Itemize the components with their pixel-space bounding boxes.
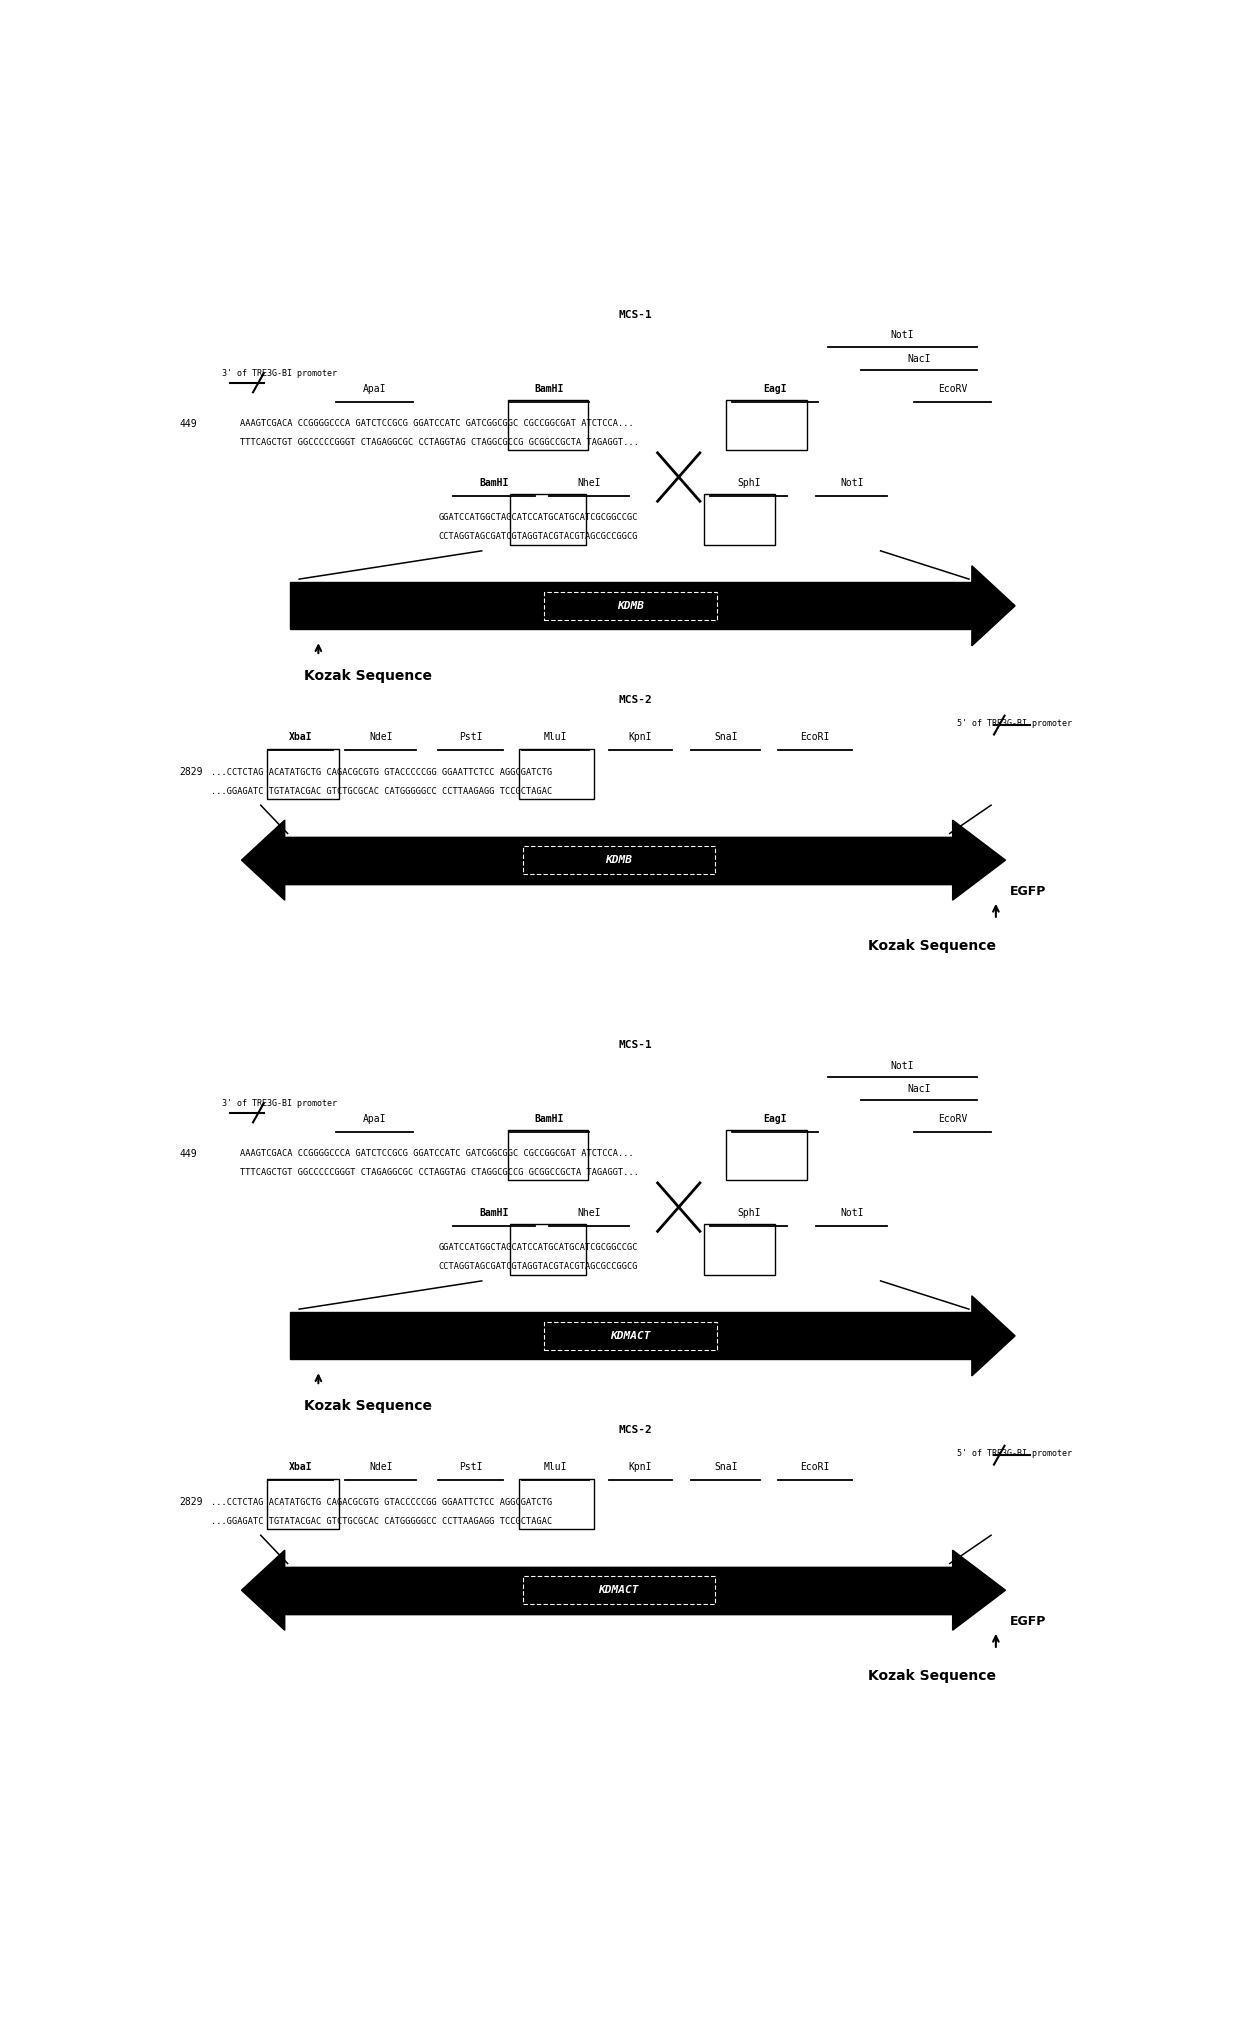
Text: XbaI: XbaI bbox=[289, 732, 312, 742]
Text: EagI: EagI bbox=[763, 383, 786, 394]
Text: CCTAGGTAGCGATCGTAGGTACGTACGTAGCGCCGGCG: CCTAGGTAGCGATCGTAGGTACGTACGTAGCGCCGGCG bbox=[439, 532, 639, 540]
Text: NacI: NacI bbox=[908, 355, 931, 365]
Polygon shape bbox=[972, 565, 1016, 646]
Text: 5' of TRE3G-BI promoter: 5' of TRE3G-BI promoter bbox=[957, 1450, 1073, 1458]
Text: MCS-1: MCS-1 bbox=[619, 1040, 652, 1050]
Text: MCS-2: MCS-2 bbox=[619, 695, 652, 705]
Text: BamHI: BamHI bbox=[479, 477, 508, 487]
Text: CCTAGGTAGCGATCGTAGGTACGTACGTAGCGCCGGCG: CCTAGGTAGCGATCGTAGGTACGTACGTAGCGCCGGCG bbox=[439, 1262, 639, 1270]
Text: 449: 449 bbox=[179, 1148, 197, 1158]
Text: BamHI: BamHI bbox=[479, 1207, 508, 1217]
Text: Kozak Sequence: Kozak Sequence bbox=[304, 1399, 432, 1413]
Text: NotI: NotI bbox=[839, 1207, 863, 1217]
Text: EagI: EagI bbox=[763, 1113, 786, 1123]
Text: AAAGTCGACA CCGGGGCCCA GATCTCCGCG GGATCCATC GATCGGCGGC CGCCGGCGAT ATCTCCA...: AAAGTCGACA CCGGGGCCCA GATCTCCGCG GGATCCA… bbox=[239, 420, 634, 428]
Text: SphI: SphI bbox=[737, 1207, 760, 1217]
Text: KDMACT: KDMACT bbox=[599, 1584, 639, 1594]
Text: Kozak Sequence: Kozak Sequence bbox=[868, 1668, 996, 1682]
Bar bbox=[285, 836, 952, 883]
Text: 449: 449 bbox=[179, 418, 197, 428]
Text: GGATCCATGGCTAGCATCCATGCATGCATCGCGGCCGC: GGATCCATGGCTAGCATCCATGCATGCATCGCGGCCGC bbox=[439, 1244, 639, 1252]
Text: SphI: SphI bbox=[737, 477, 760, 487]
Text: TTTCAGCTGT GGCCCCCGGGT CTAGAGGCGC CCTAGGTAG CTAGGCGCCG GCGGCCGCTA TAGAGGT...: TTTCAGCTGT GGCCCCCGGGT CTAGAGGCGC CCTAGG… bbox=[239, 1168, 639, 1177]
Text: EcoRV: EcoRV bbox=[937, 1113, 967, 1123]
Polygon shape bbox=[952, 1550, 1006, 1631]
Bar bbox=[544, 1321, 717, 1350]
Text: EGFP: EGFP bbox=[1011, 885, 1047, 897]
Text: MluI: MluI bbox=[544, 732, 568, 742]
Text: XbaI: XbaI bbox=[289, 1462, 312, 1472]
Text: SnaI: SnaI bbox=[714, 1462, 738, 1472]
Text: TTTCAGCTGT GGCCCCCGGGT CTAGAGGCGC CCTAGGTAG CTAGGCGCCG GCGGCCGCTA TAGAGGT...: TTTCAGCTGT GGCCCCCGGGT CTAGAGGCGC CCTAGG… bbox=[239, 438, 639, 447]
Polygon shape bbox=[952, 820, 1006, 899]
Text: 2829: 2829 bbox=[179, 1497, 202, 1507]
Text: MluI: MluI bbox=[544, 1462, 568, 1472]
Text: SnaI: SnaI bbox=[714, 732, 738, 742]
Text: Kozak Sequence: Kozak Sequence bbox=[304, 669, 432, 683]
Text: ...GGAGATC TGTATACGAC GTCTGCGCAC CATGGGGGCC CCTTAAGAGG TCCGCTAGAC: ...GGAGATC TGTATACGAC GTCTGCGCAC CATGGGG… bbox=[211, 787, 552, 795]
Text: BamHI: BamHI bbox=[534, 383, 564, 394]
Text: NacI: NacI bbox=[908, 1085, 931, 1095]
Bar bbox=[290, 583, 972, 630]
Bar bbox=[285, 1566, 952, 1613]
Text: 3' of TRE3G-BI promoter: 3' of TRE3G-BI promoter bbox=[222, 369, 337, 377]
Bar bbox=[285, 836, 952, 883]
Text: ApaI: ApaI bbox=[362, 1113, 386, 1123]
Text: ApaI: ApaI bbox=[362, 383, 386, 394]
Text: NotI: NotI bbox=[890, 1060, 914, 1070]
Bar bbox=[544, 591, 717, 620]
Polygon shape bbox=[972, 1297, 1016, 1376]
Text: NotI: NotI bbox=[890, 330, 914, 341]
Text: 3' of TRE3G-BI promoter: 3' of TRE3G-BI promoter bbox=[222, 1099, 337, 1107]
Text: NheI: NheI bbox=[577, 477, 600, 487]
Text: EGFP: EGFP bbox=[1011, 1615, 1047, 1627]
Bar bbox=[290, 1313, 972, 1360]
Text: NheI: NheI bbox=[577, 1207, 600, 1217]
Text: ...CCTCTAG ACATATGCTG CAGACGCGTG GTACCCCCGG GGAATTCTCC AGGCGATCTG: ...CCTCTAG ACATATGCTG CAGACGCGTG GTACCCC… bbox=[211, 1499, 552, 1507]
Text: PstI: PstI bbox=[459, 1462, 482, 1472]
Text: PstI: PstI bbox=[459, 732, 482, 742]
Text: EcoRV: EcoRV bbox=[937, 383, 967, 394]
Text: Kozak Sequence: Kozak Sequence bbox=[868, 938, 996, 952]
Bar bbox=[522, 1576, 714, 1605]
Text: NotI: NotI bbox=[839, 477, 863, 487]
Polygon shape bbox=[242, 820, 285, 899]
Text: KDMACT: KDMACT bbox=[610, 1331, 651, 1342]
Bar bbox=[522, 846, 714, 875]
Bar bbox=[285, 1566, 952, 1613]
Text: EcoRI: EcoRI bbox=[800, 732, 830, 742]
Text: ...GGAGATC TGTATACGAC GTCTGCGCAC CATGGGGGCC CCTTAAGAGG TCCGCTAGAC: ...GGAGATC TGTATACGAC GTCTGCGCAC CATGGGG… bbox=[211, 1517, 552, 1525]
Text: KDMB: KDMB bbox=[605, 854, 632, 865]
Text: MCS-2: MCS-2 bbox=[619, 1425, 652, 1435]
Text: 2829: 2829 bbox=[179, 767, 202, 777]
Text: KpnI: KpnI bbox=[629, 1462, 652, 1472]
Text: MCS-1: MCS-1 bbox=[619, 310, 652, 320]
Text: 5' of TRE3G-BI promoter: 5' of TRE3G-BI promoter bbox=[957, 720, 1073, 728]
Polygon shape bbox=[242, 1550, 285, 1631]
Text: BamHI: BamHI bbox=[534, 1113, 564, 1123]
Text: NdeI: NdeI bbox=[370, 732, 393, 742]
Text: NdeI: NdeI bbox=[370, 1462, 393, 1472]
Text: KDMB: KDMB bbox=[618, 602, 645, 612]
Text: KpnI: KpnI bbox=[629, 732, 652, 742]
Text: ...CCTCTAG ACATATGCTG CAGACGCGTG GTACCCCCGG GGAATTCTCC AGGCGATCTG: ...CCTCTAG ACATATGCTG CAGACGCGTG GTACCCC… bbox=[211, 769, 552, 777]
Text: GGATCCATGGCTAGCATCCATGCATGCATCGCGGCCGC: GGATCCATGGCTAGCATCCATGCATGCATCGCGGCCGC bbox=[439, 514, 639, 522]
Text: AAAGTCGACA CCGGGGCCCA GATCTCCGCG GGATCCATC GATCGGCGGC CGCCGGCGAT ATCTCCA...: AAAGTCGACA CCGGGGCCCA GATCTCCGCG GGATCCA… bbox=[239, 1150, 634, 1158]
Text: EcoRI: EcoRI bbox=[800, 1462, 830, 1472]
